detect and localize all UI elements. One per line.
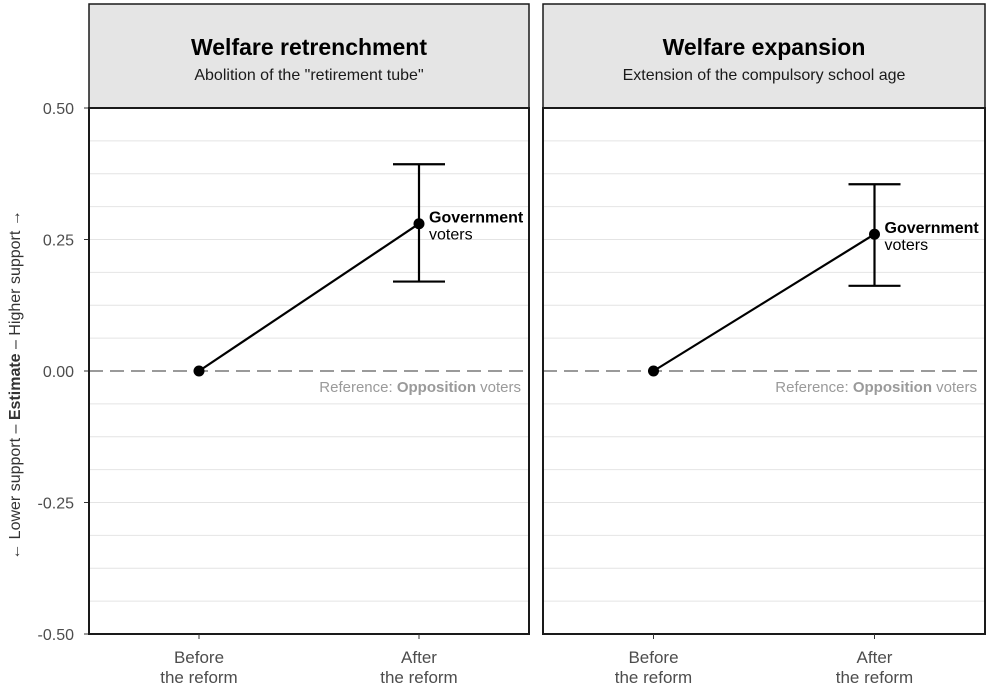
reference-label: Reference: Opposition voters (319, 379, 521, 396)
y-tick-label: -0.50 (38, 627, 75, 644)
x-tick-label: After the reform (380, 648, 457, 687)
panel-border (88, 107, 530, 635)
point-label: Government voters (885, 220, 980, 254)
facet-strip (88, 3, 530, 109)
y-tick-label: 0.25 (43, 233, 74, 250)
facet-title: Welfare expansion (663, 34, 866, 60)
data-point (413, 218, 425, 230)
y-tick-label: 0.00 (43, 364, 74, 381)
data-point (869, 228, 880, 240)
x-tick-label: Before the reform (615, 648, 692, 687)
facet-subtitle: Abolition of the "retirement tube" (194, 67, 423, 84)
data-point (648, 365, 659, 377)
y-tick-label: -0.25 (38, 496, 75, 513)
facet-subtitle: Extension of the compulsory school age (623, 67, 906, 84)
reference-label-group: Opposition (853, 379, 932, 396)
y-tick-label: 0.50 (43, 101, 74, 118)
data-point (193, 365, 205, 377)
point-label-group: Government (885, 220, 980, 237)
point-label-suffix: voters (429, 227, 473, 244)
reference-label-suffix: voters (932, 379, 977, 396)
x-tick-label-line: the reform (836, 668, 913, 687)
panel-border (542, 107, 986, 635)
x-tick-label-line: After (857, 648, 893, 667)
facet-title: Welfare retrenchment (191, 34, 427, 60)
x-tick-label-line: the reform (160, 668, 237, 687)
x-tick-label-line: the reform (380, 668, 457, 687)
point-label-group: Government (429, 210, 524, 227)
x-tick-label: Before the reform (160, 648, 237, 687)
reference-label-group: Opposition (397, 379, 476, 396)
x-tick-label: After the reform (836, 648, 913, 687)
point-label: Government voters (429, 210, 524, 244)
reference-label-suffix: voters (476, 379, 521, 396)
series-line (198, 222, 420, 372)
x-tick-label-line: Before (628, 648, 678, 667)
x-tick-label-line: After (401, 648, 437, 667)
series-line (652, 233, 876, 372)
x-tick-label-line: Before (174, 648, 224, 667)
reference-label-prefix: Reference: (319, 379, 397, 396)
x-tick-label-line: the reform (615, 668, 692, 687)
facet-strip (542, 3, 986, 109)
reference-label-prefix: Reference: (775, 379, 853, 396)
reference-label: Reference: Opposition voters (775, 379, 977, 396)
point-label-suffix: voters (885, 237, 929, 254)
